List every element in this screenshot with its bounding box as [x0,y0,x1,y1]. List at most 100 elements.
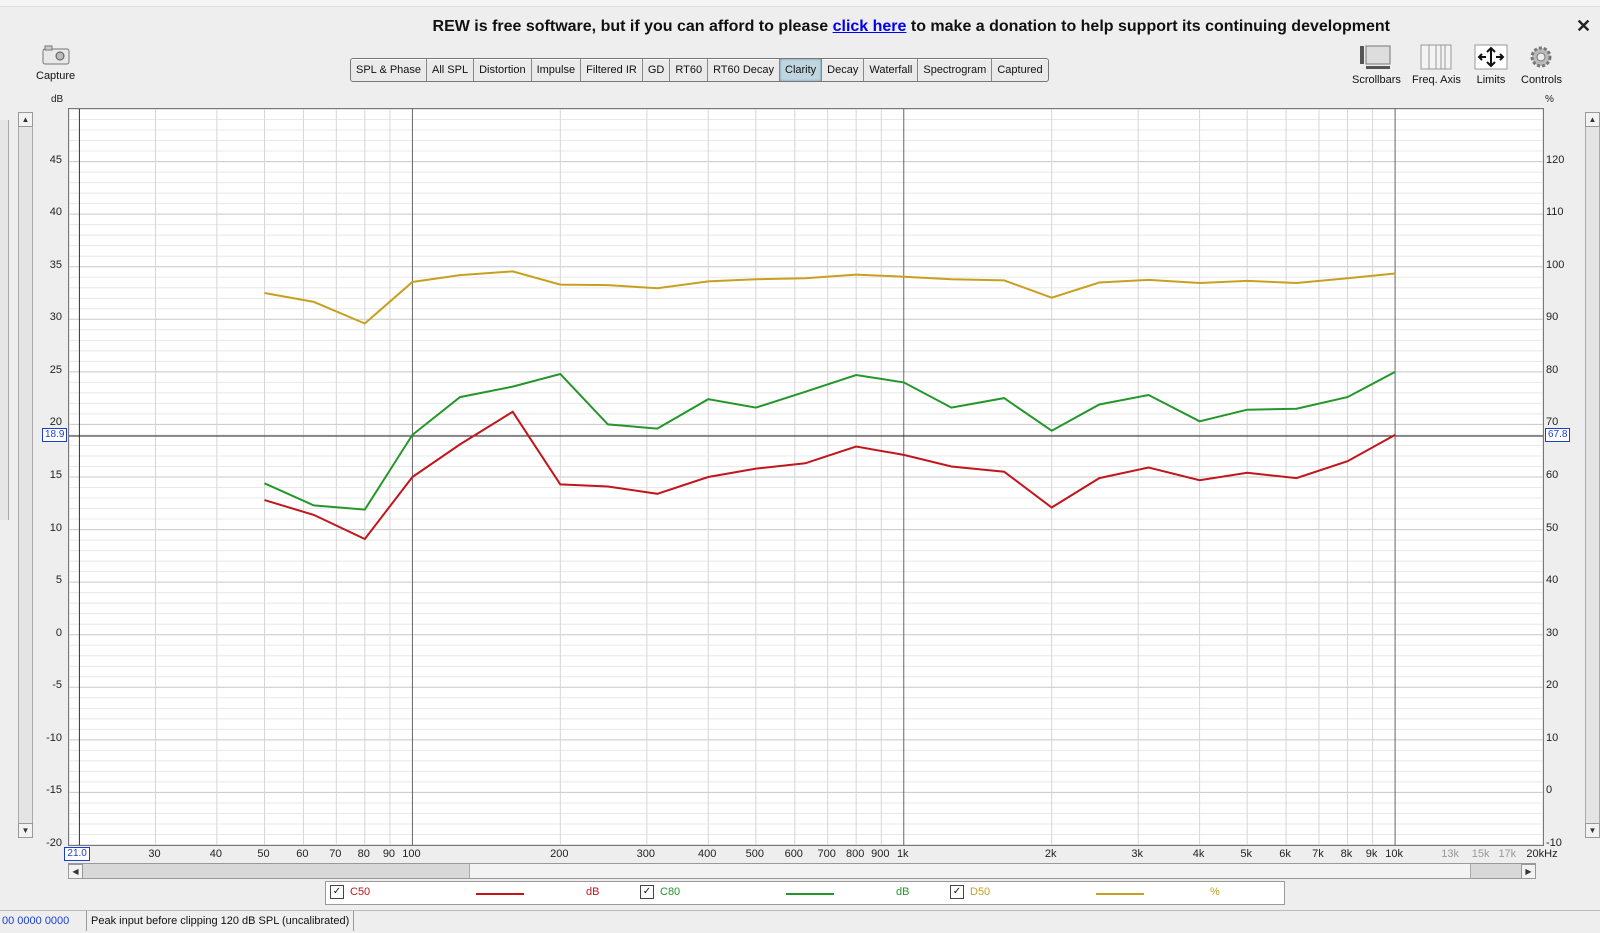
x-tick-label: 17k [1498,848,1517,860]
banner-prefix: REW is free software, but if you can aff… [432,18,833,35]
y-left-tick-label: -20 [46,837,62,849]
x-tick-label: 30 [148,848,161,860]
y-left-tick-label: 0 [55,626,62,639]
x-tick-label: 20kHz [1526,848,1558,860]
y-right-tick-label: 30 [1546,626,1559,639]
scroll-up-icon[interactable]: ▲ [18,112,33,127]
capture-label: Capture [36,70,76,82]
y-left-tick-label: 20 [49,416,62,429]
left-axis-unit: dB [51,94,64,105]
d50-legend-unit: % [1210,886,1220,898]
y-right-tick-label: 90 [1546,311,1559,324]
scrollbars-icon [1360,45,1391,69]
clarity-graph[interactable] [68,108,1544,846]
tab-distortion[interactable]: Distortion [474,59,532,81]
tab-waterfall[interactable]: Waterfall [864,59,919,81]
right-vertical-scrollbar[interactable]: ▲ ▼ [1585,112,1600,838]
y-right-tick-label: 120 [1546,153,1565,166]
tab-spectrogram[interactable]: Spectrogram [918,59,993,81]
y-left-tick-label: 25 [49,363,62,376]
close-banner-button[interactable]: ✕ [1576,16,1592,36]
y-right-tick-label: 20 [1546,679,1559,692]
tab-rt60[interactable]: RT60 [670,59,709,81]
x-tick-label: 900 [871,848,890,860]
camera-icon [42,45,70,65]
c80-legend-line [786,893,834,895]
status-bar: 00 0000 0000 Peak input before clipping … [0,910,1600,933]
scroll-down-icon[interactable]: ▼ [1585,823,1600,838]
x-tick-label: 50 [257,848,270,860]
y-right-tick-label: 40 [1546,574,1559,587]
c50-checkbox[interactable]: ✓ [330,885,344,899]
x-tick-label: 400 [698,848,717,860]
y-left-tick-label: -5 [52,679,62,692]
scroll-up-icon[interactable]: ▲ [1585,112,1600,127]
y-right-tick-label: -10 [1546,837,1562,849]
tab-captured[interactable]: Captured [997,64,1043,76]
y-right-tick-label: 50 [1546,521,1559,534]
x-tick-label: 80 [357,848,370,860]
scroll-down-icon[interactable]: ▼ [18,823,33,838]
left-panel-edge[interactable] [0,120,9,520]
x-tick-label: 2k [1044,848,1057,860]
c50-legend-line [476,893,524,895]
tab-rt60-decay[interactable]: RT60 Decay [708,59,780,81]
x-tick-label: 800 [845,848,865,860]
scroll-right-icon[interactable]: ▶ [1521,864,1536,879]
y-right-tick-label: 100 [1546,258,1565,271]
right-axis-unit: % [1545,94,1554,105]
gear-icon [1530,46,1552,68]
x-tick-label: 300 [636,848,656,860]
tab-impulse[interactable]: Impulse [532,59,582,81]
x-tick-label: 200 [550,848,569,860]
graph-tabs: SPL & Phase All SPL Distortion Impulse Filte… [350,58,1049,82]
capture-button[interactable]: Capture [36,44,75,82]
series-line-d50 [264,270,1396,325]
clarity-chart-svg [68,108,1544,846]
series-line-c80 [264,371,1396,511]
y-right-tick-label: 110 [1546,206,1564,219]
c50-legend-unit: dB [586,886,600,898]
horizontal-scrollbar[interactable]: ◀ ▶ [68,863,1536,879]
cursor-x-value: 21.0 [64,847,90,861]
x-tick-label: 40 [209,848,223,860]
donate-link[interactable]: click here [832,18,907,35]
x-tick-label: 70 [329,848,342,860]
x-tick-label: 500 [745,848,765,860]
d50-checkbox[interactable]: ✓ [950,885,964,899]
y-left-tick-label: 10 [49,521,62,534]
c80-checkbox[interactable]: ✓ [640,885,654,899]
y-left-tick-label: -15 [46,784,62,797]
tab-all-spl[interactable]: All SPL [427,59,475,81]
limits-button[interactable]: Limits [1474,44,1508,86]
d50-legend-line [1096,893,1144,895]
tab-decay[interactable]: Decay [822,59,865,81]
scrollbars-button[interactable]: Scrollbars [1352,44,1401,86]
scroll-left-icon[interactable]: ◀ [68,864,83,879]
x-tick-label: 15k [1471,848,1490,860]
d50-legend-label: D50 [970,886,991,898]
y-left-tick-label: 30 [49,311,62,324]
tab-spl-phase[interactable]: SPL & Phase [351,59,428,81]
tab-filtered-ir[interactable]: Filtered IR [581,59,643,81]
controls-label: Controls [1521,74,1562,86]
donation-banner-text: REW is free software, but if you can aff… [0,18,1390,36]
tab-gd[interactable]: GD [643,59,671,81]
limits-arrows-icon [1474,44,1508,70]
y-right-tick-label: 80 [1546,363,1559,376]
donation-banner [0,10,1600,42]
tab-clarity[interactable]: Clarity [780,59,823,81]
freq-axis-button[interactable]: Freq. Axis [1412,44,1461,86]
cursor-left-value: 18.9 [42,427,68,442]
c80-legend-unit: dB [896,886,910,898]
x-tick-label: 60 [296,848,309,860]
x-tick-label: 13k [1441,848,1459,860]
x-tick-label: 10k [1385,848,1403,860]
y-left-tick-label: 15 [49,469,62,481]
controls-button[interactable]: Controls [1521,44,1562,86]
left-vertical-scrollbar[interactable]: ▲ ▼ [18,112,33,838]
x-tick-label: 700 [817,848,836,860]
horizontal-scroll-thumb[interactable] [469,864,1471,878]
x-tick-label: 5k [1240,848,1252,860]
freq-axis-icon [1420,44,1452,70]
